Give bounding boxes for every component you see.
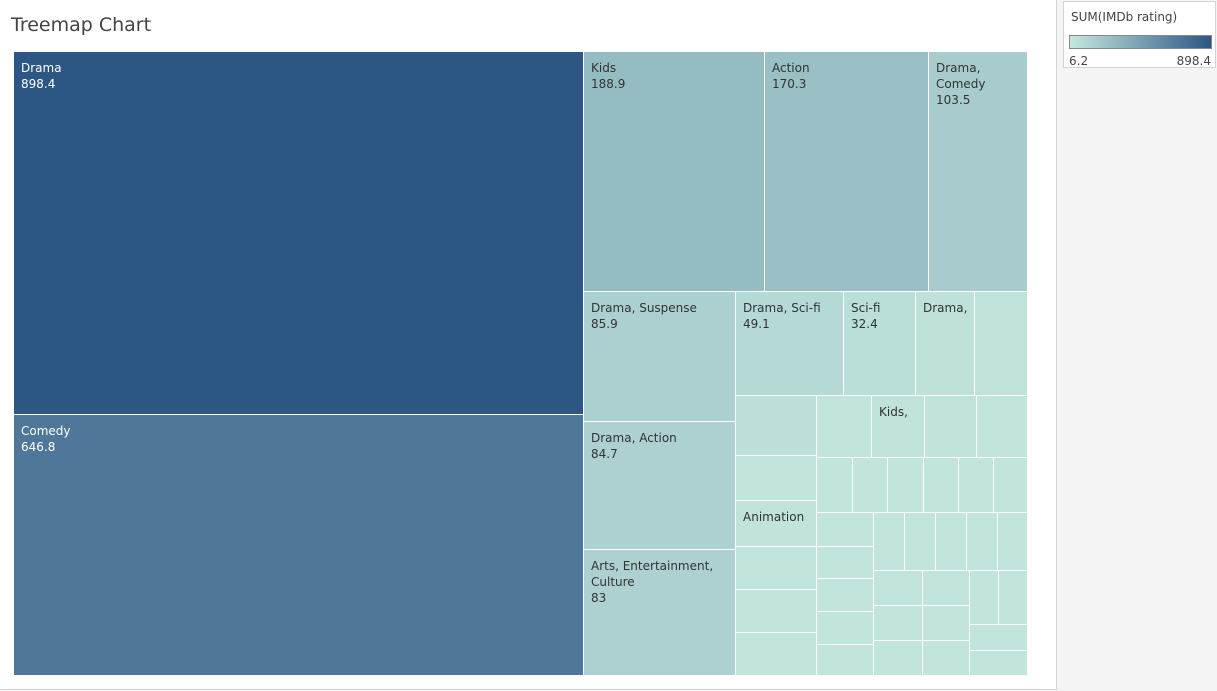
treemap-tile-small[interactable] <box>817 458 853 513</box>
treemap-tile-small[interactable] <box>923 571 970 606</box>
tile-label: Kids, <box>879 405 908 419</box>
color-legend: SUM(IMDb rating) 6.2 898.4 <box>1063 1 1216 68</box>
treemap-tile-small[interactable] <box>874 641 923 676</box>
treemap-tile-small[interactable] <box>736 633 817 676</box>
tile-label: Animation <box>743 510 805 524</box>
treemap-tile[interactable]: Action 170.3 <box>765 52 929 292</box>
treemap-tile[interactable]: Drama, Comedy 103.5 <box>929 52 1028 292</box>
treemap-tile[interactable]: Kids 188.9 <box>584 52 765 292</box>
legend-max-label: 898.4 <box>1176 54 1211 68</box>
treemap-tile-small[interactable] <box>967 513 998 571</box>
treemap-tile[interactable] <box>975 292 1028 396</box>
treemap-tile[interactable]: Drama, <box>916 292 975 396</box>
legend-gradient-bar <box>1069 35 1212 49</box>
treemap-tile[interactable]: Animation <box>736 501 817 547</box>
chart-panel: Treemap Chart Drama 898.4 Comedy 646.8 Kid… <box>0 0 1057 690</box>
treemap-tile-small[interactable] <box>817 612 874 645</box>
tile-label: Drama, Action 84.7 <box>591 431 677 461</box>
treemap-tile-small[interactable] <box>959 458 994 513</box>
tile-label: Comedy 646.8 <box>21 424 71 454</box>
tile-label: Action 170.3 <box>772 61 810 91</box>
treemap-tile[interactable]: Drama, Action 84.7 <box>584 422 736 550</box>
treemap-tile[interactable]: Arts, Entertainment, Culture 83 <box>584 550 736 676</box>
treemap-tile-small[interactable] <box>817 645 874 676</box>
treemap-tile-small[interactable] <box>817 547 874 579</box>
treemap-tile[interactable]: Drama 898.4 <box>14 52 584 415</box>
treemap-tile[interactable] <box>925 396 977 458</box>
treemap-tile[interactable]: Comedy 646.8 <box>14 415 584 676</box>
treemap-tile-small[interactable] <box>905 513 936 571</box>
treemap: Drama 898.4 Comedy 646.8 Kids 188.9 Action … <box>14 52 1028 676</box>
tile-label: Sci-fi 32.4 <box>851 301 881 331</box>
treemap-tile-small[interactable] <box>970 571 999 625</box>
tile-label: Drama 898.4 <box>21 61 62 91</box>
treemap-tile-small[interactable] <box>999 571 1028 625</box>
tile-label: Drama, Comedy 103.5 <box>936 61 986 107</box>
treemap-tile-small[interactable] <box>817 396 872 458</box>
treemap-tile[interactable]: Drama, Sci-fi 49.1 <box>736 292 844 396</box>
treemap-tile-small[interactable] <box>736 590 817 633</box>
treemap-tile-small[interactable] <box>924 458 959 513</box>
treemap-tile[interactable]: Drama, Suspense 85.9 <box>584 292 736 422</box>
treemap-tile-small[interactable] <box>977 396 1028 458</box>
treemap-tile-small[interactable] <box>817 579 874 612</box>
treemap-tile-small[interactable] <box>936 513 967 571</box>
treemap-tile[interactable]: Sci-fi 32.4 <box>844 292 916 396</box>
tile-label: Drama, Suspense 85.9 <box>591 301 697 331</box>
treemap-tile-small[interactable] <box>970 625 1028 651</box>
treemap-tile[interactable]: Kids, <box>872 396 925 458</box>
treemap-tile-small[interactable] <box>994 458 1028 513</box>
treemap-tile-small[interactable] <box>874 513 905 571</box>
treemap-tile[interactable] <box>736 396 817 456</box>
treemap-tile-small[interactable] <box>888 458 924 513</box>
treemap-tile-small[interactable] <box>817 513 874 547</box>
treemap-tile-small[interactable] <box>923 606 970 641</box>
treemap-tile-small[interactable] <box>874 606 923 641</box>
tile-label: Kids 188.9 <box>591 61 626 91</box>
tile-label: Drama, <box>923 301 968 315</box>
legend-title: SUM(IMDb rating) <box>1071 10 1178 24</box>
tile-label: Drama, Sci-fi 49.1 <box>743 301 821 331</box>
chart-title: Treemap Chart <box>11 14 152 36</box>
treemap-tile-small[interactable] <box>998 513 1028 571</box>
treemap-tile-small[interactable] <box>853 458 888 513</box>
treemap-tile[interactable] <box>736 547 817 590</box>
treemap-tile-small[interactable] <box>970 651 1028 676</box>
tile-label: Arts, Entertainment, Culture 83 <box>591 559 714 605</box>
legend-min-label: 6.2 <box>1069 54 1089 68</box>
treemap-tile-small[interactable] <box>923 641 970 676</box>
treemap-tile-small[interactable] <box>736 456 817 501</box>
treemap-tile-small[interactable] <box>874 571 923 606</box>
